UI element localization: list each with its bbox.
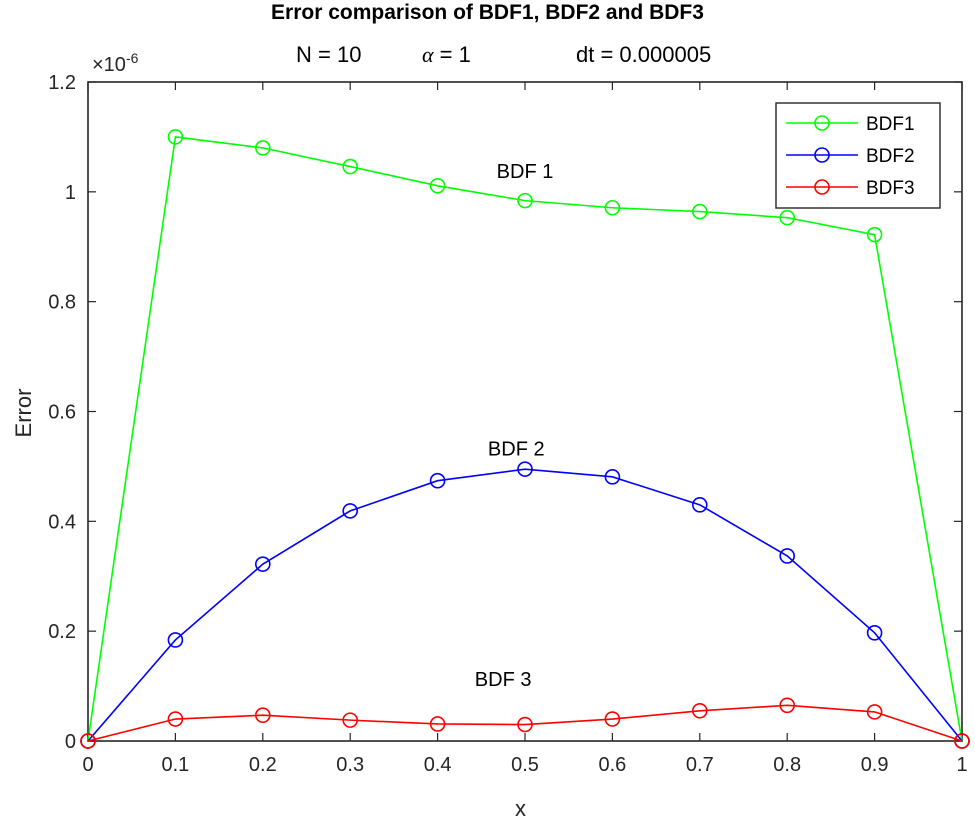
data-point-bdf2 xyxy=(167,632,184,648)
subtitle-alpha: α = 1 xyxy=(422,42,471,68)
data-point-bdf2 xyxy=(866,625,883,641)
y-tick-label: 0.4 xyxy=(48,511,76,533)
data-point-bdf2 xyxy=(254,556,271,572)
series-line-bdf3 xyxy=(87,704,963,742)
x-tick-label: 1 xyxy=(956,754,967,776)
legend-label-bdf1: BDF1 xyxy=(866,114,915,135)
x-tick-label: 0 xyxy=(82,754,93,776)
data-point-bdf1 xyxy=(779,209,796,226)
data-point-bdf2 xyxy=(517,461,533,477)
data-point-bdf3 xyxy=(429,716,446,732)
subtitle-dt: dt = 0.000005 xyxy=(576,42,712,67)
subtitle-n: N = 10 xyxy=(296,42,362,67)
data-point-bdf1 xyxy=(167,129,184,145)
data-point-bdf1 xyxy=(866,226,883,243)
y-tick-label: 0.8 xyxy=(48,292,76,314)
y-tick-label: 1 xyxy=(65,182,76,204)
x-tick-label: 0.7 xyxy=(686,754,714,776)
legend-marker-bdf3 xyxy=(814,179,830,195)
series-line-bdf1 xyxy=(87,136,963,742)
legend-label-bdf2: BDF2 xyxy=(866,146,915,167)
legend-label-bdf3: BDF3 xyxy=(866,178,915,199)
data-point-bdf1 xyxy=(342,158,359,175)
data-point-bdf2 xyxy=(342,503,359,519)
data-point-bdf3 xyxy=(604,711,621,727)
alpha-value: = 1 xyxy=(433,42,471,67)
x-tick-label: 0.8 xyxy=(773,754,801,776)
data-point-bdf1 xyxy=(691,203,708,220)
data-point-bdf3 xyxy=(691,702,708,719)
x-tick-label: 0.3 xyxy=(336,754,364,776)
y-tick-label: 1.2 xyxy=(48,72,76,94)
data-point-bdf3 xyxy=(342,712,359,728)
data-point-bdf2 xyxy=(604,469,621,485)
y-tick-label: 0.2 xyxy=(48,621,76,643)
data-point-bdf3 xyxy=(167,711,184,727)
x-tick-label: 0.1 xyxy=(161,754,189,776)
data-point-bdf1 xyxy=(254,140,271,156)
x-tick-label: 0.4 xyxy=(424,754,452,776)
x-axis-label: x xyxy=(515,796,526,821)
alpha-symbol: α xyxy=(422,42,434,67)
series-line-bdf2 xyxy=(87,468,963,742)
legend-marker-bdf1 xyxy=(814,115,830,131)
data-point-bdf3 xyxy=(954,733,970,749)
data-point-bdf3 xyxy=(80,733,96,749)
data-point-bdf3 xyxy=(866,704,883,720)
y-tick-label: 0.6 xyxy=(48,402,76,424)
data-point-bdf3 xyxy=(779,697,796,714)
chart-title: Error comparison of BDF1, BDF2 and BDF3 xyxy=(271,1,704,24)
legend-marker-bdf2 xyxy=(814,147,830,163)
annotation-label: BDF 1 xyxy=(497,161,554,183)
x-tick-label: 0.5 xyxy=(511,754,539,776)
data-point-bdf3 xyxy=(517,716,533,733)
x-tick-label: 0.2 xyxy=(249,754,277,776)
exponent-power: -6 xyxy=(125,50,139,66)
data-point-bdf1 xyxy=(429,177,446,194)
exponent-base: ×10 xyxy=(92,54,126,76)
y-tick-label: 0 xyxy=(65,731,76,753)
data-point-bdf2 xyxy=(429,472,446,489)
y-exponent-label: ×10-6 xyxy=(92,50,138,77)
x-tick-label: 0.9 xyxy=(861,754,889,776)
data-point-bdf3 xyxy=(254,707,271,723)
annotation-label: BDF 3 xyxy=(475,669,532,691)
data-point-bdf2 xyxy=(779,548,796,564)
data-point-bdf2 xyxy=(691,497,708,513)
x-tick-label: 0.6 xyxy=(598,754,626,776)
data-point-bdf1 xyxy=(604,199,621,216)
data-point-bdf1 xyxy=(517,192,533,209)
annotation-label: BDF 2 xyxy=(488,438,545,460)
